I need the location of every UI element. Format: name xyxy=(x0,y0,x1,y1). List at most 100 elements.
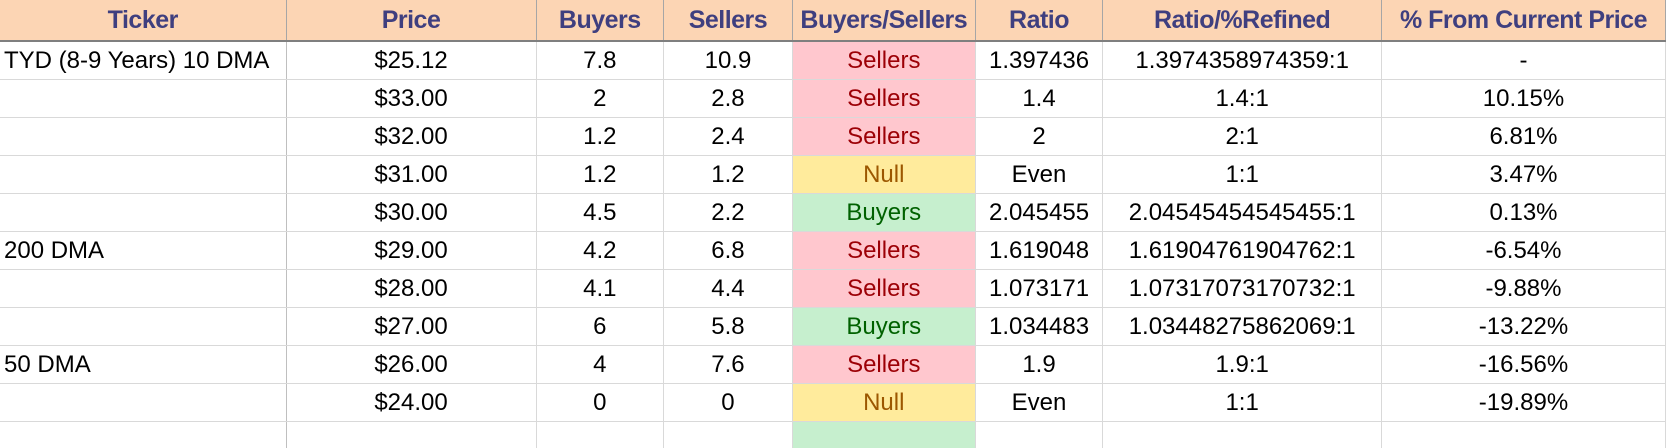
cell-ratio[interactable]: 1.9 xyxy=(975,345,1104,384)
cell-buyers[interactable]: 4.1 xyxy=(536,269,665,308)
cell-buyers[interactable]: 6 xyxy=(536,307,665,346)
cell-ticker[interactable] xyxy=(0,307,287,346)
cell-price[interactable]: $31.00 xyxy=(286,155,537,194)
cell-ratio[interactable] xyxy=(975,421,1104,448)
cell-price[interactable]: $33.00 xyxy=(286,79,537,118)
cell-ticker[interactable]: 200 DMA xyxy=(0,231,287,270)
cell-sellers[interactable]: 1.2 xyxy=(663,155,793,194)
header-row: Ticker Price Buyers Sellers Buyers/Selle… xyxy=(0,0,1666,42)
cell-pct-from-current[interactable]: 6.81% xyxy=(1381,117,1666,156)
table-row: $30.00 4.5 2.2 Buyers 2.045455 2.045454545454… xyxy=(0,193,1666,232)
header-price[interactable]: Price xyxy=(286,0,537,42)
cell-buyers[interactable]: 2 xyxy=(536,79,665,118)
cell-pct-from-current[interactable]: 10.15% xyxy=(1381,79,1666,118)
cell-ratio-refined[interactable] xyxy=(1102,421,1382,448)
cell-pct-from-current[interactable] xyxy=(1381,421,1666,448)
cell-pct-from-current[interactable]: 3.47% xyxy=(1381,155,1666,194)
cell-sellers[interactable]: 2.8 xyxy=(663,79,793,118)
cell-ticker[interactable]: TYD (8-9 Years) 10 DMA xyxy=(0,41,287,80)
cell-price[interactable]: $24.00 xyxy=(286,383,537,422)
cell-ratio-refined[interactable]: 1.9:1 xyxy=(1102,345,1382,384)
cell-buyers-sellers-status[interactable]: Null xyxy=(792,383,976,422)
cell-ratio[interactable]: 1.034483 xyxy=(975,307,1104,346)
cell-ticker[interactable] xyxy=(0,193,287,232)
cell-buyers-sellers-status[interactable]: Sellers xyxy=(792,269,976,308)
cell-price[interactable]: $32.00 xyxy=(286,117,537,156)
cell-sellers[interactable]: 2.4 xyxy=(663,117,793,156)
cell-ratio[interactable]: 1.397436 xyxy=(975,41,1104,80)
header-ratio[interactable]: Ratio xyxy=(975,0,1104,42)
cell-ticker[interactable]: 50 DMA xyxy=(0,345,287,384)
cell-ratio[interactable]: Even xyxy=(975,155,1104,194)
header-ratio-refined[interactable]: Ratio/%Refined xyxy=(1102,0,1382,42)
cell-ratio[interactable]: 2.045455 xyxy=(975,193,1104,232)
cell-price[interactable]: $26.00 xyxy=(286,345,537,384)
cell-price[interactable]: $25.12 xyxy=(286,41,537,80)
cell-price[interactable]: $29.00 xyxy=(286,231,537,270)
cell-price[interactable]: $28.00 xyxy=(286,269,537,308)
cell-buyers[interactable]: 1.2 xyxy=(536,117,665,156)
cell-ratio-refined[interactable]: 1:1 xyxy=(1102,383,1382,422)
cell-pct-from-current[interactable]: -13.22% xyxy=(1381,307,1666,346)
cell-ratio-refined[interactable]: 2:1 xyxy=(1102,117,1382,156)
cell-sellers[interactable]: 5.8 xyxy=(663,307,793,346)
cell-ticker[interactable] xyxy=(0,421,287,448)
cell-buyers[interactable]: 4.2 xyxy=(536,231,665,270)
cell-sellers[interactable]: 10.9 xyxy=(663,41,793,80)
cell-buyers[interactable] xyxy=(536,421,665,448)
cell-buyers[interactable]: 1.2 xyxy=(536,155,665,194)
cell-buyers-sellers-status[interactable]: Sellers xyxy=(792,117,976,156)
header-pct-from-current[interactable]: % From Current Price xyxy=(1381,0,1666,42)
cell-ratio-refined[interactable]: 2.04545454545455:1 xyxy=(1102,193,1382,232)
cell-buyers[interactable]: 0 xyxy=(536,383,665,422)
cell-buyers-sellers-status[interactable]: Null xyxy=(792,155,976,194)
cell-pct-from-current[interactable]: -6.54% xyxy=(1381,231,1666,270)
header-sellers[interactable]: Sellers xyxy=(663,0,793,42)
cell-pct-from-current[interactable]: 0.13% xyxy=(1381,193,1666,232)
header-buyers[interactable]: Buyers xyxy=(536,0,665,42)
cell-buyers[interactable]: 7.8 xyxy=(536,41,665,80)
header-ticker[interactable]: Ticker xyxy=(0,0,287,42)
cell-buyers[interactable]: 4 xyxy=(536,345,665,384)
cell-buyers[interactable]: 4.5 xyxy=(536,193,665,232)
cell-price[interactable]: $30.00 xyxy=(286,193,537,232)
cell-sellers[interactable]: 6.8 xyxy=(663,231,793,270)
cell-ratio[interactable]: 1.073171 xyxy=(975,269,1104,308)
cell-buyers-sellers-status[interactable]: Buyers xyxy=(792,421,976,448)
cell-ratio-refined[interactable]: 1.03448275862069:1 xyxy=(1102,307,1382,346)
cell-sellers[interactable]: 2.2 xyxy=(663,193,793,232)
cell-ratio-refined[interactable]: 1.4:1 xyxy=(1102,79,1382,118)
cell-ticker[interactable] xyxy=(0,155,287,194)
cell-buyers-sellers-status[interactable]: Buyers xyxy=(792,307,976,346)
cell-pct-from-current[interactable]: -19.89% xyxy=(1381,383,1666,422)
cell-pct-from-current[interactable]: -9.88% xyxy=(1381,269,1666,308)
table-row: TYD (8-9 Years) 10 DMA $25.12 7.8 10.9 Selle… xyxy=(0,41,1666,80)
cell-ticker[interactable] xyxy=(0,383,287,422)
cell-buyers-sellers-status[interactable]: Sellers xyxy=(792,41,976,80)
cell-ticker[interactable] xyxy=(0,79,287,118)
cell-ratio[interactable]: 1.619048 xyxy=(975,231,1104,270)
cell-ratio-refined[interactable]: 1.3974358974359:1 xyxy=(1102,41,1382,80)
cell-pct-from-current[interactable]: -16.56% xyxy=(1381,345,1666,384)
cell-price[interactable]: $27.00 xyxy=(286,307,537,346)
header-buyers-sellers[interactable]: Buyers/Sellers xyxy=(792,0,976,42)
cell-ticker[interactable] xyxy=(0,117,287,156)
cell-sellers[interactable]: 0 xyxy=(663,383,793,422)
cell-sellers[interactable] xyxy=(663,421,793,448)
cell-ratio-refined[interactable]: 1.07317073170732:1 xyxy=(1102,269,1382,308)
cell-sellers[interactable]: 7.6 xyxy=(663,345,793,384)
cell-ratio[interactable]: Even xyxy=(975,383,1104,422)
cell-price[interactable] xyxy=(286,421,537,448)
cell-buyers-sellers-status[interactable]: Buyers xyxy=(792,193,976,232)
cell-ticker[interactable] xyxy=(0,269,287,308)
cell-ratio[interactable]: 2 xyxy=(975,117,1104,156)
cell-pct-from-current[interactable]: - xyxy=(1381,41,1666,80)
cell-buyers-sellers-status[interactable]: Sellers xyxy=(792,345,976,384)
cell-ratio[interactable]: 1.4 xyxy=(975,79,1104,118)
cell-buyers-sellers-status[interactable]: Sellers xyxy=(792,79,976,118)
table-row: $31.00 1.2 1.2 Null Even 1:1 3.47% xyxy=(0,155,1666,194)
cell-ratio-refined[interactable]: 1:1 xyxy=(1102,155,1382,194)
cell-sellers[interactable]: 4.4 xyxy=(663,269,793,308)
cell-buyers-sellers-status[interactable]: Sellers xyxy=(792,231,976,270)
cell-ratio-refined[interactable]: 1.61904761904762:1 xyxy=(1102,231,1382,270)
